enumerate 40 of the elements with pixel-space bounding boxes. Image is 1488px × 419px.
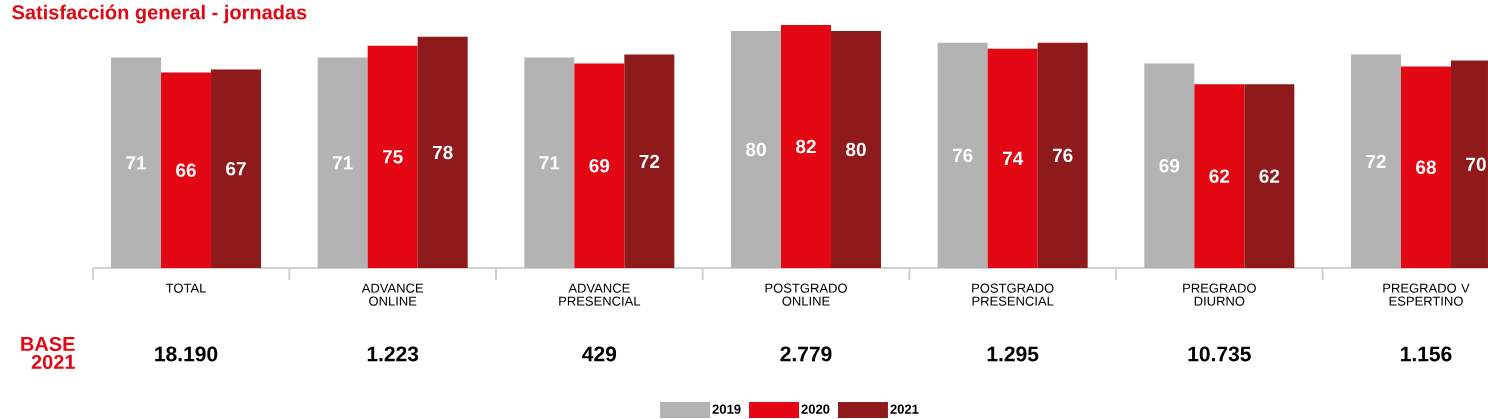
x-tick-label: TOTAL [165,283,206,293]
legend-label: 2020 [801,404,830,414]
data-label: 80 [746,142,766,157]
legend-label: 2019 [712,404,741,414]
data-label: 82 [796,139,816,154]
text: 429 [582,346,617,362]
data-label: 72 [1366,154,1386,168]
data-label: 76 [952,148,973,163]
data-label: 62 [1209,169,1230,183]
text: 2.779 [780,346,832,362]
x-tick-label: POSTGRADO PRESENCIAL [972,283,1054,306]
text: 1.156 [1401,346,1452,362]
data-label: 69 [589,159,610,173]
data-label: 78 [432,145,453,160]
x-tick-label: POSTGRADO ONLINE [765,283,847,306]
data-label: 71 [332,156,353,170]
text: 1.295 [987,346,1039,362]
x-tick-label: PREGRADO DIURNO [1183,283,1256,306]
x-tick-label: PREGRADO V ESPERTINO [1383,283,1470,306]
data-label: 71 [126,156,147,170]
x-tick-label: ADVANCE ONLINE [361,283,424,306]
data-label: 62 [1259,169,1280,183]
legend-label: 2021 [890,404,919,414]
data-label: 74 [1002,151,1024,165]
data-label: 71 [539,156,560,170]
text: BASE 2021 [21,336,75,370]
data-label: 75 [382,150,403,164]
data-label: 70 [1466,157,1486,171]
data-label: 66 [176,163,196,177]
text: 1.223 [367,346,419,362]
data-label: 76 [1052,148,1073,163]
data-label: 80 [846,142,866,157]
data-label: 72 [639,154,660,168]
x-tick-label: ADVANCE PRESENCIAL [559,283,641,306]
text: 10.735 [1188,346,1251,362]
text: 18.190 [155,346,218,362]
data-label: 69 [1159,159,1180,173]
chart-title: Satisfacción general - jornadas [12,4,307,24]
data-label: 67 [226,161,246,176]
data-label: 68 [1416,160,1436,174]
